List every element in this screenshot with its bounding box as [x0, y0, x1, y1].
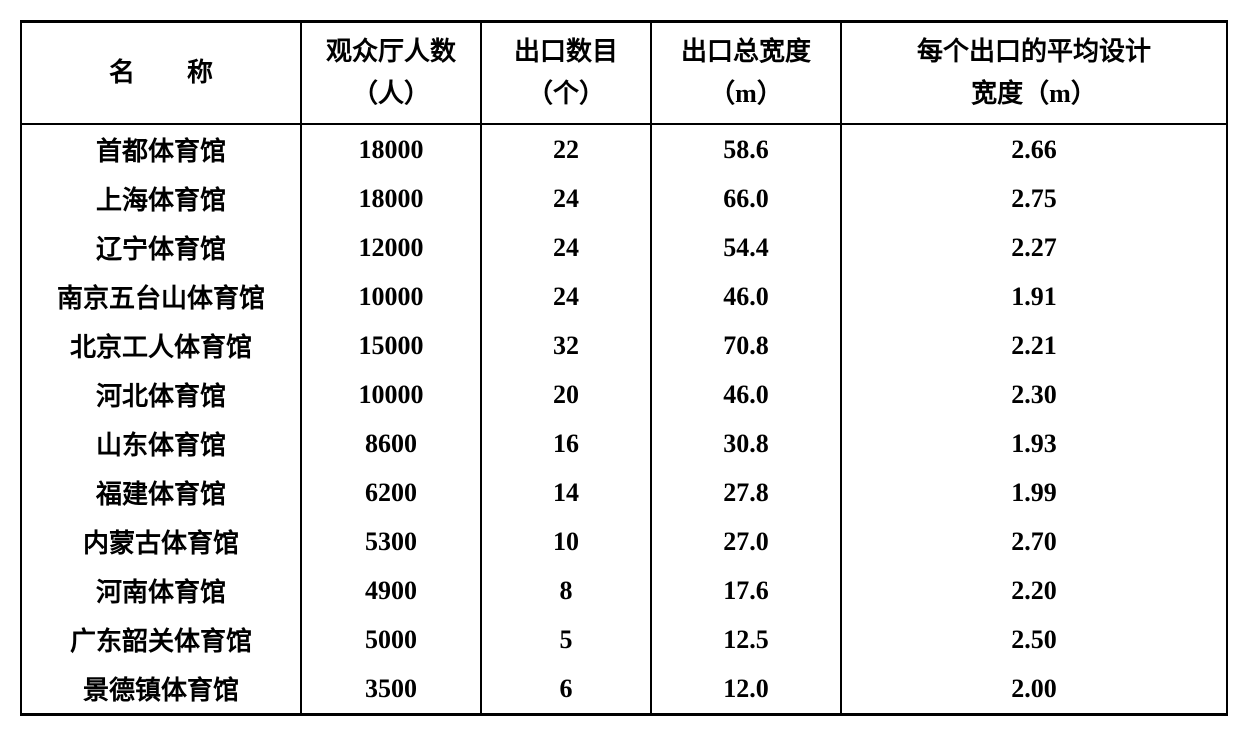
- cell-total-width: 66.0: [651, 174, 841, 223]
- cell-total-width: 12.5: [651, 615, 841, 664]
- header-text-line1: 观众厅人数: [326, 37, 456, 66]
- cell-capacity: 10000: [301, 272, 481, 321]
- cell-name: 河南体育馆: [21, 566, 301, 615]
- table-row: 山东体育馆 8600 16 30.8 1.93: [21, 419, 1227, 468]
- header-text-line2: 宽度（m）: [971, 79, 1097, 108]
- table-row: 广东韶关体育馆 5000 5 12.5 2.50: [21, 615, 1227, 664]
- cell-total-width: 17.6: [651, 566, 841, 615]
- cell-name: 景德镇体育馆: [21, 664, 301, 715]
- table-row: 首都体育馆 18000 22 58.6 2.66: [21, 124, 1227, 174]
- cell-capacity: 5000: [301, 615, 481, 664]
- cell-name: 上海体育馆: [21, 174, 301, 223]
- cell-avg-width: 2.00: [841, 664, 1227, 715]
- header-text-line1: 出口总宽度: [681, 37, 811, 66]
- cell-exits: 24: [481, 272, 651, 321]
- cell-capacity: 18000: [301, 124, 481, 174]
- col-header-total-width: 出口总宽度 （m）: [651, 22, 841, 125]
- col-header-name: 名称: [21, 22, 301, 125]
- cell-avg-width: 2.66: [841, 124, 1227, 174]
- cell-name: 河北体育馆: [21, 370, 301, 419]
- header-text-line1: 每个出口的平均设计: [917, 37, 1151, 66]
- cell-total-width: 46.0: [651, 272, 841, 321]
- cell-total-width: 27.8: [651, 468, 841, 517]
- cell-capacity: 18000: [301, 174, 481, 223]
- cell-avg-width: 2.21: [841, 321, 1227, 370]
- table-row: 景德镇体育馆 3500 6 12.0 2.00: [21, 664, 1227, 715]
- cell-name: 山东体育馆: [21, 419, 301, 468]
- cell-name: 辽宁体育馆: [21, 223, 301, 272]
- header-text-line2: （人）: [352, 79, 430, 108]
- table-row: 南京五台山体育馆 10000 24 46.0 1.91: [21, 272, 1227, 321]
- table-row: 河北体育馆 10000 20 46.0 2.30: [21, 370, 1227, 419]
- cell-exits: 20: [481, 370, 651, 419]
- col-header-avg-width: 每个出口的平均设计 宽度（m）: [841, 22, 1227, 125]
- cell-avg-width: 2.70: [841, 517, 1227, 566]
- header-text-line1: 出口数目: [514, 37, 618, 66]
- cell-avg-width: 2.50: [841, 615, 1227, 664]
- cell-name: 福建体育馆: [21, 468, 301, 517]
- cell-name: 内蒙古体育馆: [21, 517, 301, 566]
- table-row: 河南体育馆 4900 8 17.6 2.20: [21, 566, 1227, 615]
- col-header-capacity: 观众厅人数 （人）: [301, 22, 481, 125]
- cell-exits: 8: [481, 566, 651, 615]
- cell-capacity: 5300: [301, 517, 481, 566]
- cell-name: 南京五台山体育馆: [21, 272, 301, 321]
- cell-exits: 16: [481, 419, 651, 468]
- cell-total-width: 54.4: [651, 223, 841, 272]
- cell-exits: 24: [481, 223, 651, 272]
- cell-capacity: 8600: [301, 419, 481, 468]
- cell-capacity: 10000: [301, 370, 481, 419]
- cell-capacity: 6200: [301, 468, 481, 517]
- cell-exits: 32: [481, 321, 651, 370]
- table-row: 北京工人体育馆 15000 32 70.8 2.21: [21, 321, 1227, 370]
- cell-avg-width: 2.75: [841, 174, 1227, 223]
- cell-exits: 14: [481, 468, 651, 517]
- cell-avg-width: 2.20: [841, 566, 1227, 615]
- header-text-line2: （个）: [527, 79, 605, 108]
- cell-total-width: 70.8: [651, 321, 841, 370]
- header-text-line2: （m）: [709, 79, 783, 108]
- cell-total-width: 46.0: [651, 370, 841, 419]
- table-header-row: 名称 观众厅人数 （人） 出口数目 （个） 出口总宽度 （m） 每个出口的平均设…: [21, 22, 1227, 125]
- table-row: 福建体育馆 6200 14 27.8 1.99: [21, 468, 1227, 517]
- cell-exits: 6: [481, 664, 651, 715]
- cell-exits: 5: [481, 615, 651, 664]
- cell-total-width: 30.8: [651, 419, 841, 468]
- cell-exits: 22: [481, 124, 651, 174]
- data-table: 名称 观众厅人数 （人） 出口数目 （个） 出口总宽度 （m） 每个出口的平均设…: [20, 20, 1228, 716]
- cell-total-width: 12.0: [651, 664, 841, 715]
- table-row: 上海体育馆 18000 24 66.0 2.75: [21, 174, 1227, 223]
- table-row: 内蒙古体育馆 5300 10 27.0 2.70: [21, 517, 1227, 566]
- table-row: 辽宁体育馆 12000 24 54.4 2.27: [21, 223, 1227, 272]
- cell-total-width: 27.0: [651, 517, 841, 566]
- cell-capacity: 3500: [301, 664, 481, 715]
- stadium-exit-table: 名称 观众厅人数 （人） 出口数目 （个） 出口总宽度 （m） 每个出口的平均设…: [20, 20, 1226, 716]
- cell-name: 北京工人体育馆: [21, 321, 301, 370]
- cell-total-width: 58.6: [651, 124, 841, 174]
- cell-avg-width: 2.27: [841, 223, 1227, 272]
- cell-capacity: 4900: [301, 566, 481, 615]
- cell-capacity: 12000: [301, 223, 481, 272]
- cell-exits: 24: [481, 174, 651, 223]
- cell-avg-width: 1.93: [841, 419, 1227, 468]
- cell-capacity: 15000: [301, 321, 481, 370]
- col-header-exits: 出口数目 （个）: [481, 22, 651, 125]
- cell-exits: 10: [481, 517, 651, 566]
- cell-name: 广东韶关体育馆: [21, 615, 301, 664]
- cell-avg-width: 2.30: [841, 370, 1227, 419]
- cell-name: 首都体育馆: [21, 124, 301, 174]
- cell-avg-width: 1.99: [841, 468, 1227, 517]
- header-text: 名称: [57, 58, 265, 87]
- cell-avg-width: 1.91: [841, 272, 1227, 321]
- table-body: 首都体育馆 18000 22 58.6 2.66 上海体育馆 18000 24 …: [21, 124, 1227, 715]
